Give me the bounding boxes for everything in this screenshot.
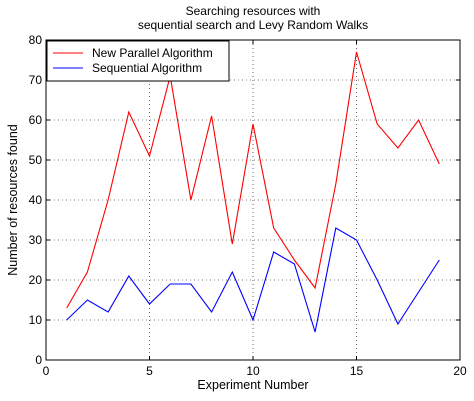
y-tick-label: 10 (29, 313, 43, 327)
x-tick-label: 0 (43, 364, 50, 378)
series-line-parallel (66, 51, 440, 309)
legend-label: Sequential Algorithm (92, 61, 202, 75)
x-tick-label: 10 (246, 364, 260, 378)
plot-lines (66, 51, 440, 333)
x-tick-label: 15 (350, 364, 364, 378)
x-tick-label: 20 (453, 364, 467, 378)
y-tick-label: 40 (29, 193, 43, 207)
y-tick-label: 60 (29, 113, 43, 127)
axis-ticks: 0 5 10 15 20 0 10 20 30 40 50 60 70 80 (29, 33, 467, 378)
y-tick-label: 80 (29, 33, 43, 47)
x-tick-label: 5 (146, 364, 153, 378)
x-axis-label: Experiment Number (197, 378, 308, 392)
chart-title-line: sequential search and Levy Random Walks (138, 18, 368, 32)
y-axis-label: Number of resources found (6, 124, 20, 276)
y-tick-label: 50 (29, 153, 43, 167)
series-line-sequential (66, 227, 440, 333)
y-tick-label: 20 (29, 273, 43, 287)
y-tick-label: 70 (29, 73, 43, 87)
y-tick-label: 30 (29, 233, 43, 247)
legend-label: New Parallel Algorithm (92, 46, 213, 60)
legend-box (46, 40, 230, 82)
y-tick-label: 0 (35, 353, 42, 367)
chart-title-line: Searching resources with (186, 4, 321, 18)
